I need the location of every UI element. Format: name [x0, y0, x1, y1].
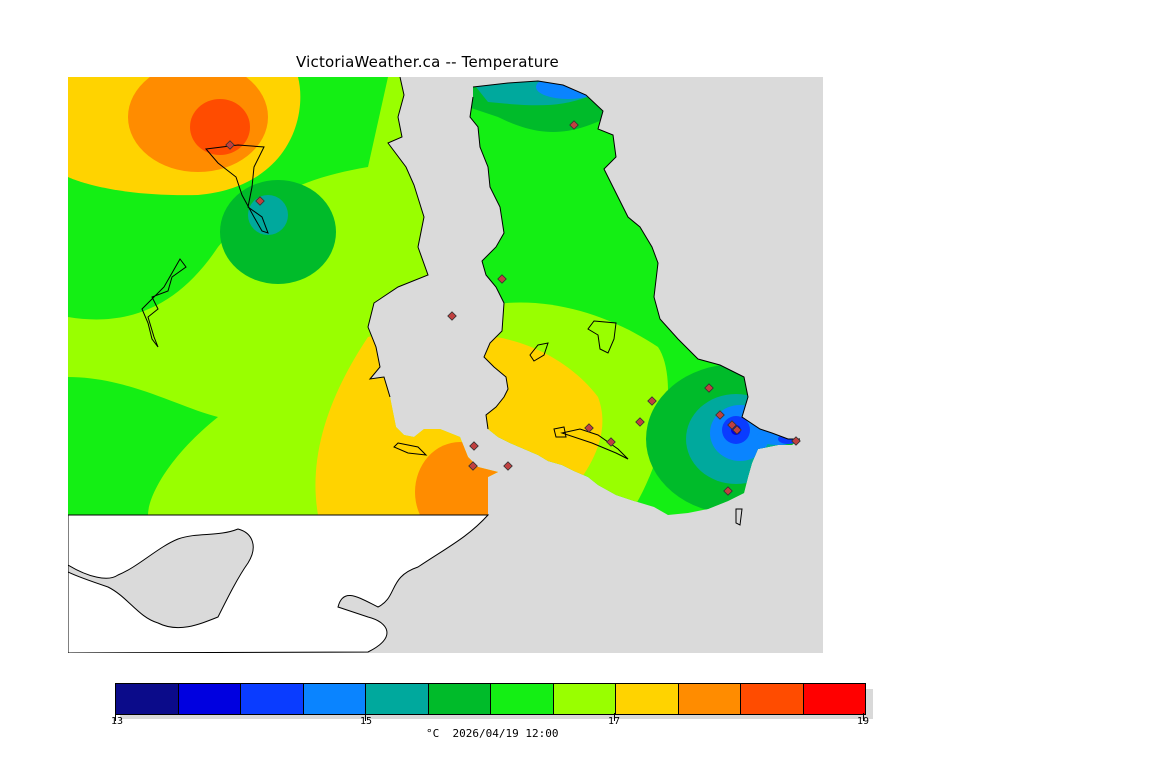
legend-tick-mark: [115, 713, 116, 721]
legend-tick-15: 15: [359, 716, 373, 727]
station-marker: [723, 486, 733, 496]
legend-tick-mark: [614, 713, 615, 721]
legend-swatch: [365, 684, 428, 714]
station-markers: [225, 120, 801, 496]
temperature-map: [68, 77, 823, 653]
station-marker: [791, 436, 801, 446]
legend-tick-17: 17: [607, 716, 621, 727]
station-marker: [255, 196, 265, 206]
station-marker: [635, 417, 645, 427]
map-svg: [68, 77, 823, 653]
station-marker: [468, 461, 478, 471]
station-marker: [447, 311, 457, 321]
legend-swatch: [427, 684, 490, 714]
legend-swatch: [490, 684, 553, 714]
station-marker: [584, 423, 594, 433]
station-marker: [469, 441, 479, 451]
legend-swatch: [552, 684, 615, 714]
station-marker: [715, 410, 725, 420]
legend-swatch: [240, 684, 303, 714]
station-marker: [569, 120, 579, 130]
coastlines: [141, 77, 800, 526]
station-marker: [503, 461, 513, 471]
station-marker: [727, 420, 737, 430]
legend-swatch: [677, 684, 740, 714]
station-marker: [704, 383, 714, 393]
legend-tick-19: 19: [856, 716, 870, 727]
page-title: VictoriaWeather.ca -- Temperature: [296, 53, 559, 71]
outside-inlet: [68, 528, 254, 629]
east-field: [470, 81, 800, 515]
legend-swatch: [116, 684, 178, 714]
color-legend: [115, 683, 866, 715]
unit-label: °C: [426, 727, 440, 740]
station-marker: [732, 425, 742, 435]
station-marker: [606, 437, 616, 447]
legend-swatch: [802, 684, 865, 714]
legend-swatch: [615, 684, 678, 714]
station-marker: [225, 140, 235, 150]
legend-tick-13: 13: [110, 716, 124, 727]
legend-swatch: [302, 684, 365, 714]
legend-tick-mark: [365, 713, 366, 721]
timestamp: 2026/04/19 12:00: [452, 727, 559, 740]
station-marker: [647, 396, 657, 406]
station-marker: [497, 274, 507, 284]
legend-swatch: [177, 684, 240, 714]
legend-swatch: [740, 684, 803, 714]
legend-tick-mark: [863, 713, 864, 721]
legend-caption: °C 2026/04/19 12:00: [426, 727, 558, 740]
